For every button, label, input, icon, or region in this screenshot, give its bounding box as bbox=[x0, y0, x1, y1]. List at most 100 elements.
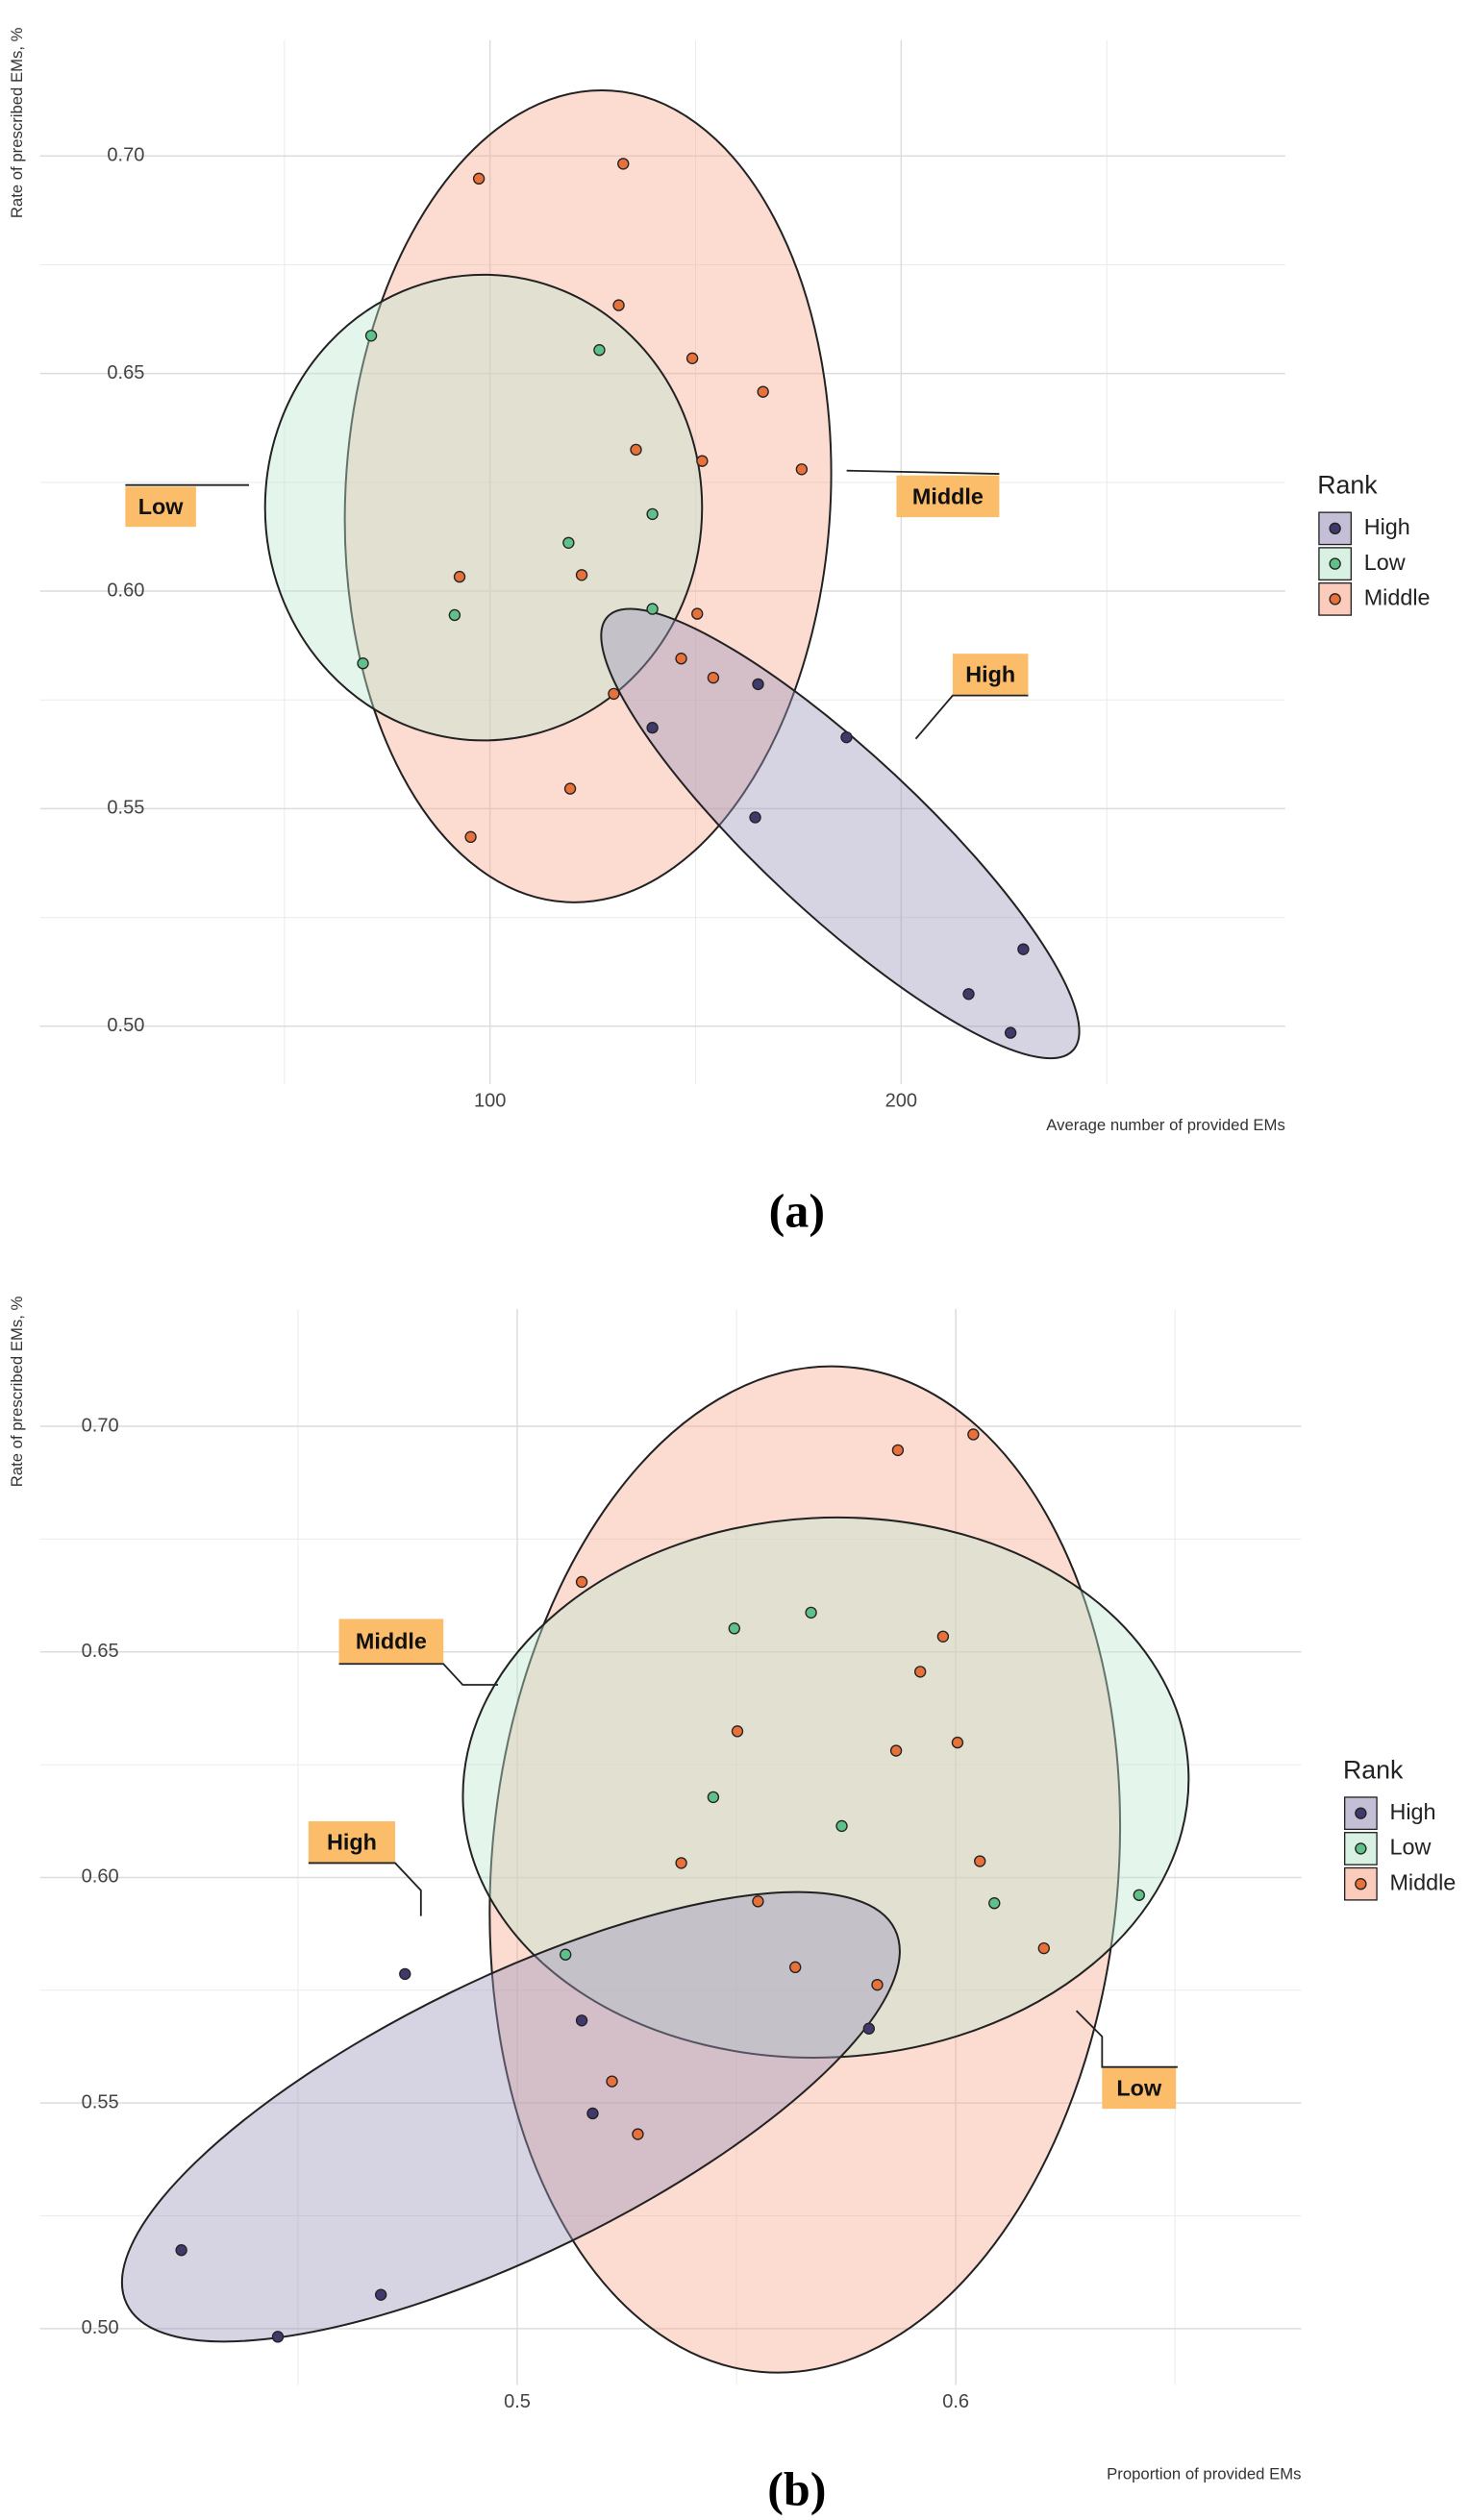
x-axis-label: Average number of provided EMs bbox=[1046, 1116, 1285, 1134]
x-tick-label: 0.6 bbox=[942, 2391, 969, 2412]
point bbox=[472, 172, 486, 185]
point bbox=[1017, 943, 1030, 955]
y-tick-label: 0.70 bbox=[82, 1415, 119, 1436]
point bbox=[563, 782, 577, 795]
legend-label: Middle bbox=[1389, 1869, 1456, 1894]
annotation-leader bbox=[846, 469, 1000, 475]
x-axis-label: Proportion of provided EMs bbox=[1107, 2465, 1301, 2483]
panel-caption: (b) bbox=[767, 2462, 826, 2516]
point bbox=[453, 570, 466, 583]
point bbox=[889, 1744, 903, 1757]
annotation-box bbox=[896, 475, 1000, 518]
annotation-leader bbox=[338, 1663, 499, 1686]
point bbox=[175, 2244, 187, 2257]
legend-label: Low bbox=[1364, 550, 1406, 575]
group-ellipse bbox=[488, 1365, 1122, 2374]
point bbox=[707, 1791, 720, 1804]
legend-dot bbox=[1355, 1878, 1367, 1890]
point bbox=[612, 299, 625, 311]
legend-title: Rank bbox=[1343, 1755, 1404, 1784]
point bbox=[575, 569, 588, 581]
y-axis-label: Rate of prescribed EMs, % bbox=[8, 27, 26, 218]
legend-label: Low bbox=[1389, 1835, 1431, 1860]
legend-dot bbox=[1355, 1842, 1367, 1855]
point bbox=[675, 1857, 687, 1869]
annotation-leader bbox=[308, 1862, 422, 1916]
group-ellipse bbox=[343, 89, 833, 903]
legend-key bbox=[1343, 1866, 1378, 1901]
point bbox=[962, 988, 975, 1001]
point bbox=[399, 1967, 411, 1981]
point bbox=[974, 1855, 986, 1867]
y-tick-label: 0.50 bbox=[107, 1015, 144, 1036]
point bbox=[707, 671, 720, 684]
point bbox=[575, 1575, 588, 1589]
legend-dot bbox=[1329, 593, 1341, 605]
point bbox=[1037, 1941, 1050, 1955]
annotation-box bbox=[1102, 2066, 1177, 2110]
annotation-label: Low bbox=[138, 494, 185, 519]
point bbox=[752, 678, 764, 691]
legend-label: High bbox=[1364, 514, 1410, 539]
point bbox=[374, 2288, 387, 2301]
point bbox=[914, 1666, 927, 1678]
legend-label: High bbox=[1389, 1799, 1435, 1824]
point bbox=[617, 158, 630, 170]
point bbox=[835, 1819, 848, 1833]
point bbox=[586, 2107, 599, 2120]
point bbox=[685, 352, 699, 364]
point bbox=[271, 2331, 285, 2343]
point bbox=[967, 1428, 980, 1441]
x-tick-label: 0.5 bbox=[504, 2391, 531, 2412]
annotation-box bbox=[125, 486, 196, 528]
y-tick-label: 0.55 bbox=[82, 2091, 119, 2112]
point bbox=[752, 1895, 764, 1908]
point bbox=[862, 2022, 876, 2035]
annotation-label: High bbox=[965, 662, 1015, 687]
point bbox=[608, 687, 620, 701]
point bbox=[364, 330, 378, 342]
y-tick-label: 0.65 bbox=[82, 1641, 119, 1662]
point bbox=[464, 830, 477, 844]
point bbox=[691, 607, 704, 620]
point bbox=[1004, 1026, 1017, 1039]
y-axis-label: Rate of prescribed EMs, % bbox=[8, 1296, 26, 1487]
group-ellipse bbox=[263, 273, 704, 742]
point bbox=[988, 1897, 1001, 1910]
y-tick-label: 0.70 bbox=[107, 145, 144, 166]
annotation-label: Middle bbox=[356, 1629, 427, 1654]
point bbox=[632, 2128, 644, 2140]
point bbox=[593, 344, 606, 357]
point bbox=[936, 1630, 950, 1643]
point bbox=[606, 2075, 618, 2088]
y-tick-label: 0.60 bbox=[82, 1866, 119, 1888]
point bbox=[646, 507, 659, 521]
legend-key bbox=[1318, 581, 1353, 616]
x-tick-label: 200 bbox=[885, 1091, 917, 1112]
annotation-label: High bbox=[327, 1830, 377, 1855]
point bbox=[871, 1978, 884, 1991]
point bbox=[731, 1725, 744, 1738]
point bbox=[891, 1444, 905, 1457]
point bbox=[675, 653, 687, 665]
annotation-box bbox=[338, 1618, 444, 1665]
group-ellipse bbox=[120, 1890, 901, 2343]
point bbox=[789, 1961, 802, 1974]
point bbox=[728, 1622, 740, 1635]
point bbox=[575, 2014, 588, 2027]
annotation-label: Middle bbox=[912, 483, 984, 508]
point bbox=[357, 657, 369, 670]
annotation-label: Low bbox=[1116, 2075, 1162, 2100]
y-tick-label: 0.60 bbox=[107, 580, 144, 601]
point bbox=[749, 811, 761, 824]
legend-label: Middle bbox=[1364, 585, 1431, 610]
point bbox=[805, 1606, 817, 1619]
point bbox=[696, 455, 709, 467]
point bbox=[1133, 1889, 1145, 1901]
point bbox=[448, 608, 461, 622]
x-tick-label: 100 bbox=[474, 1091, 506, 1112]
legend-dot bbox=[1329, 522, 1341, 535]
point bbox=[757, 385, 769, 398]
